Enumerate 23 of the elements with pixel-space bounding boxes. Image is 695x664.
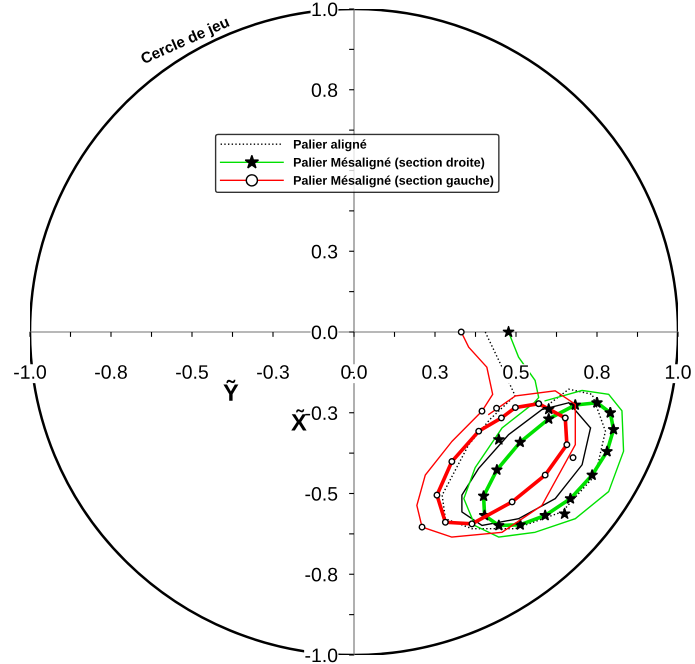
y-tick-label: -1.0 <box>305 648 338 662</box>
y-tick-label: 0.8 <box>312 83 338 97</box>
x-tick-label: 0.3 <box>422 365 448 379</box>
y-tick-label: -0.5 <box>305 486 338 501</box>
x-tick-label: -0.8 <box>95 365 127 379</box>
x-axis-title: Ỹ <box>223 380 238 401</box>
annotation: Cercle de jeu <box>140 16 231 67</box>
y-axis-title: X̃ <box>291 409 307 430</box>
legend-label: Palier aligné <box>294 139 366 152</box>
x-tick-label: -0.3 <box>257 365 289 379</box>
x-tick-label: 1.0 <box>666 365 691 379</box>
x-tick-label: -0.5 <box>176 365 208 379</box>
legend-label: Palier Mésaligné (section gauche) <box>294 176 494 188</box>
x-tick-label: -1.0 <box>14 365 46 379</box>
y-tick-label: 0.0 <box>312 325 338 340</box>
y-tick-label: -0.8 <box>305 568 338 582</box>
x-tick-label: 0.0 <box>341 365 367 379</box>
legend-label: Palier Mésaligné (section droite) <box>294 157 484 170</box>
y-tick-label: 0.3 <box>312 244 338 258</box>
x-tick-label: 0.5 <box>503 365 529 379</box>
y-tick-label: -0.3 <box>305 406 338 420</box>
x-tick-label: 0.8 <box>584 365 610 379</box>
y-tick-label: 1.0 <box>312 2 338 16</box>
